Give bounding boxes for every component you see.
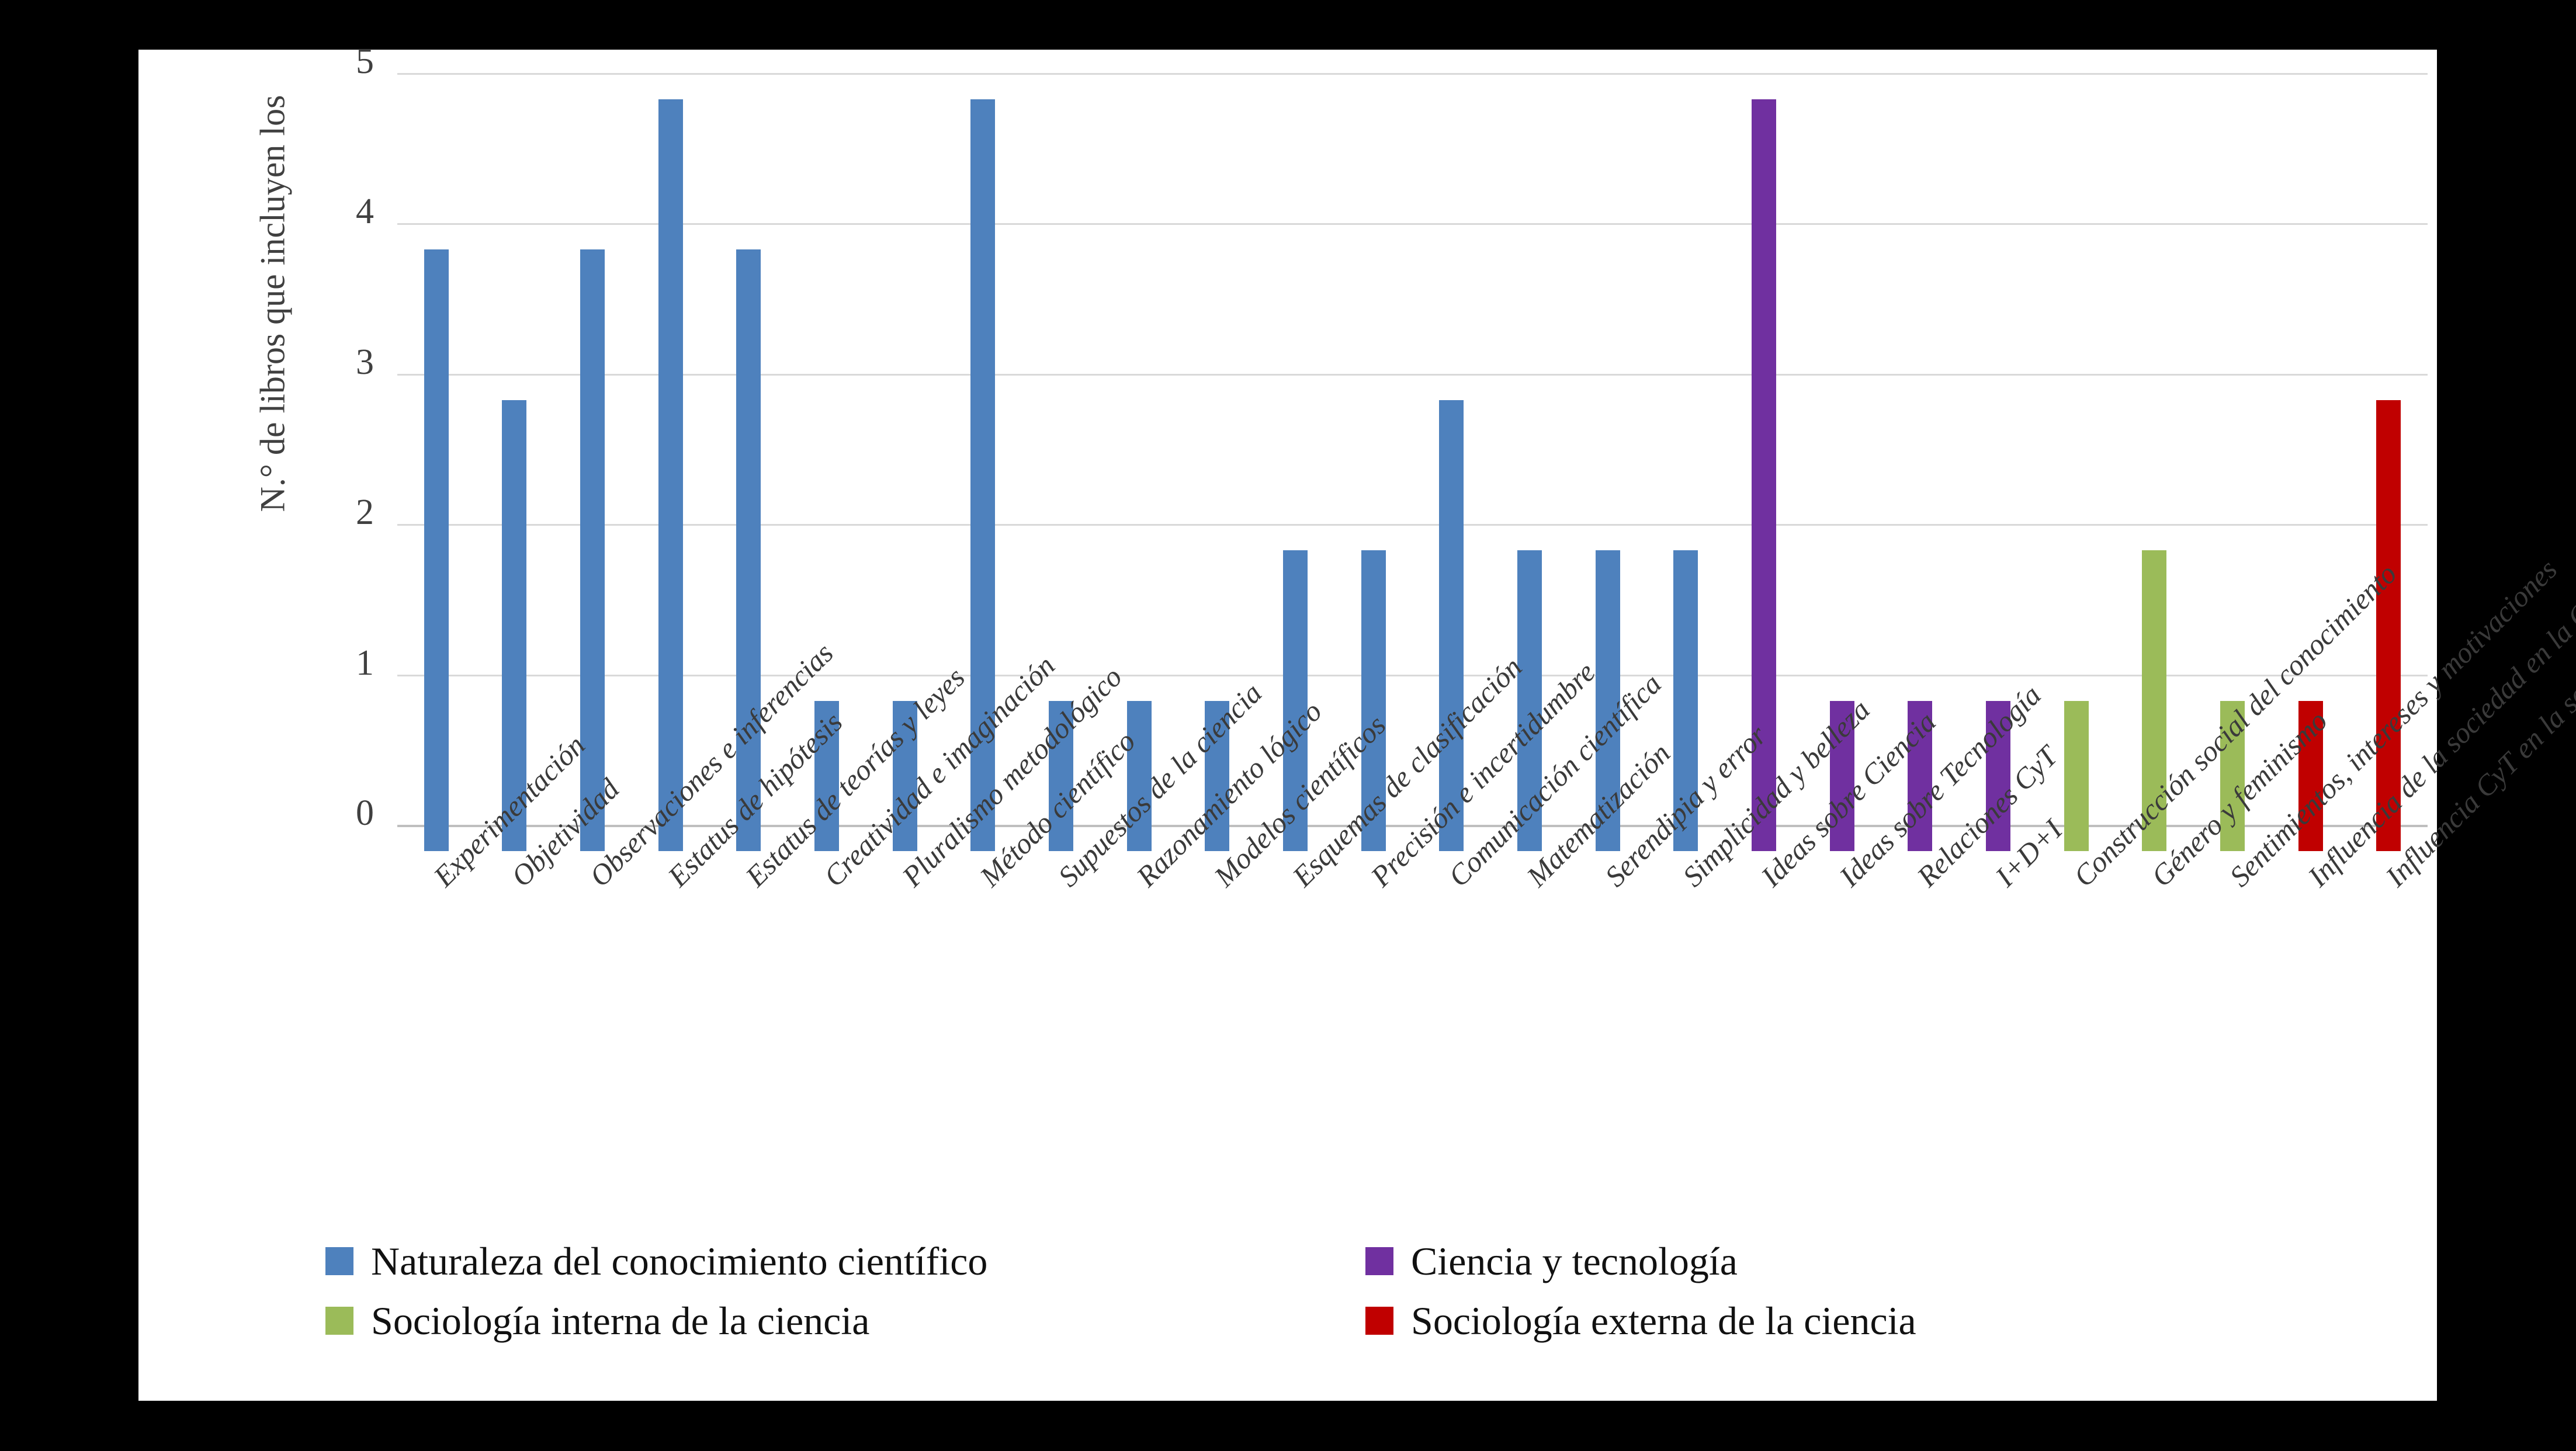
bar[interactable] xyxy=(1595,550,1620,851)
bar-slot xyxy=(2193,99,2272,851)
bar[interactable] xyxy=(2220,700,2245,851)
bar[interactable] xyxy=(2142,550,2167,851)
bar-slot xyxy=(1256,99,1334,851)
bar-slot xyxy=(1881,99,1959,851)
bar[interactable] xyxy=(1205,700,1230,851)
legend-swatch xyxy=(1365,1307,1393,1335)
legend-item[interactable]: Sociología externa de la ciencia xyxy=(1365,1301,2405,1341)
bar[interactable] xyxy=(424,249,449,851)
bar[interactable] xyxy=(814,700,840,851)
bar-slot xyxy=(632,99,710,851)
legend-label: Sociología interna de la ciencia xyxy=(371,1299,870,1343)
legend-swatch xyxy=(325,1247,353,1275)
legend-label: Ciencia y tecnología xyxy=(1411,1239,1738,1283)
bar[interactable] xyxy=(736,249,761,851)
bar[interactable] xyxy=(2298,700,2323,851)
bar[interactable] xyxy=(580,249,605,851)
legend-item[interactable]: Ciencia y tecnología xyxy=(1365,1241,2405,1281)
bar-slot xyxy=(397,99,476,851)
y-tick-label: 0 xyxy=(356,793,374,833)
bar[interactable] xyxy=(1829,700,1854,851)
bar-slot xyxy=(2115,99,2193,851)
gridline xyxy=(397,223,2428,225)
bar-slot xyxy=(1490,99,1569,851)
gridline xyxy=(397,674,2428,676)
bar-slot xyxy=(944,99,1022,851)
bar[interactable] xyxy=(1361,550,1386,851)
bar-slot xyxy=(2349,99,2428,851)
bar-slot xyxy=(1178,99,1257,851)
legend-swatch xyxy=(325,1307,353,1335)
bar-slot xyxy=(1022,99,1100,851)
bar[interactable] xyxy=(1908,700,1933,851)
y-tick-label: 3 xyxy=(356,342,374,382)
bar[interactable] xyxy=(502,400,527,851)
bar-slot xyxy=(2037,99,2116,851)
bar-series xyxy=(397,99,2428,851)
bar[interactable] xyxy=(1751,99,1776,851)
bar[interactable] xyxy=(1126,700,1152,851)
y-tick-label: 1 xyxy=(356,643,374,683)
legend-item[interactable]: Naturaleza del conocimiento científico xyxy=(325,1241,1365,1281)
legend-item[interactable]: Sociología interna de la ciencia xyxy=(325,1301,1365,1341)
bar[interactable] xyxy=(1985,700,2010,851)
bar-slot xyxy=(1569,99,1647,851)
bar-slot xyxy=(1647,99,1725,851)
gridline xyxy=(397,373,2428,376)
bar-slot xyxy=(2272,99,2350,851)
bar[interactable] xyxy=(1049,700,1074,851)
axis-baseline xyxy=(397,825,2428,827)
bar-slot xyxy=(476,99,554,851)
bar[interactable] xyxy=(1283,550,1308,851)
bar[interactable] xyxy=(892,700,917,851)
bar-slot xyxy=(866,99,944,851)
bar-slot xyxy=(1803,99,1881,851)
y-axis: N.° de libros que incluyen los 0 1 2 3 4 5 xyxy=(138,43,397,851)
legend-label: Sociología externa de la ciencia xyxy=(1411,1299,1916,1343)
chart-panel: N.° de libros que incluyen los 0 1 2 3 4 5 Ex… xyxy=(138,43,2576,1401)
bar[interactable] xyxy=(1673,550,1698,851)
plot-area xyxy=(397,61,2428,851)
gridline xyxy=(397,524,2428,526)
y-axis-title: N.° de libros que incluyen los xyxy=(253,95,292,512)
x-axis-labels: Experimentación Objetividad Observaciones … xyxy=(397,553,2576,1272)
bar[interactable] xyxy=(1439,400,1464,851)
bar[interactable] xyxy=(1517,550,1542,851)
bar-slot xyxy=(1725,99,1803,851)
legend-label: Naturaleza del conocimiento científico xyxy=(371,1239,988,1283)
bar-slot xyxy=(1413,99,1491,851)
bar[interactable] xyxy=(2376,400,2401,851)
bar[interactable] xyxy=(2064,700,2089,851)
y-tick-label: 2 xyxy=(356,492,374,533)
gridline xyxy=(397,73,2428,75)
bar-slot xyxy=(788,99,866,851)
bar-slot xyxy=(1959,99,2037,851)
bar-slot xyxy=(710,99,788,851)
y-tick-label: 5 xyxy=(356,41,374,81)
bar-slot xyxy=(553,99,632,851)
bar-slot xyxy=(1100,99,1178,851)
chart-legend: Naturaleza del conocimiento científico Ci… xyxy=(325,1241,2405,1341)
y-tick-label: 4 xyxy=(356,192,374,232)
bar-slot xyxy=(1334,99,1413,851)
bar[interactable] xyxy=(970,99,996,851)
bar[interactable] xyxy=(658,99,683,851)
legend-swatch xyxy=(1365,1247,1393,1275)
